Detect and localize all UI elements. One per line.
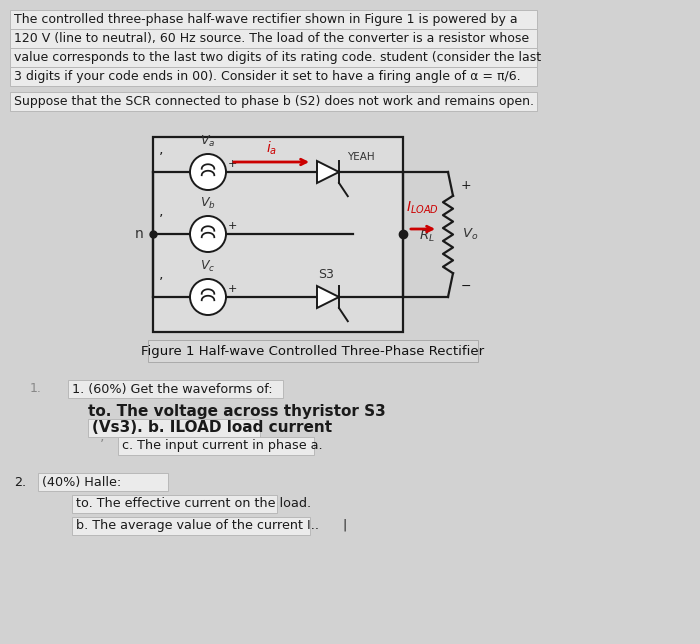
Text: The controlled three-phase half-wave rectifier shown in Figure 1 is powered by a: The controlled three-phase half-wave rec… (14, 13, 517, 26)
Text: −: − (461, 280, 472, 293)
FancyBboxPatch shape (10, 67, 537, 86)
Text: Figure 1 Half-wave Controlled Three-Phase Rectifier: Figure 1 Half-wave Controlled Three-Phas… (141, 345, 484, 357)
FancyBboxPatch shape (88, 419, 260, 437)
Polygon shape (317, 286, 339, 308)
Circle shape (190, 216, 226, 252)
Text: n: n (135, 227, 144, 241)
FancyBboxPatch shape (148, 340, 478, 362)
Text: (40%) Halle:: (40%) Halle: (42, 475, 121, 489)
Text: S3: S3 (318, 268, 334, 281)
Text: ’: ’ (100, 438, 104, 452)
Text: 120 V (line to neutral), 60 Hz source. The load of the converter is a resistor w: 120 V (line to neutral), 60 Hz source. T… (14, 32, 529, 45)
Text: $V_b$: $V_b$ (200, 196, 216, 211)
Text: 1. (60%) Get the waveforms of:: 1. (60%) Get the waveforms of: (72, 383, 272, 395)
Text: to. The effective current on the load.: to. The effective current on the load. (76, 497, 311, 509)
Text: +: + (228, 159, 237, 169)
FancyBboxPatch shape (10, 92, 537, 111)
Polygon shape (317, 161, 339, 183)
Circle shape (190, 154, 226, 190)
FancyBboxPatch shape (72, 495, 277, 513)
Text: value corresponds to the last two digits of its rating code. student (consider t: value corresponds to the last two digits… (14, 51, 541, 64)
Text: +: + (228, 221, 237, 231)
FancyBboxPatch shape (68, 380, 283, 398)
Text: +: + (461, 179, 472, 192)
Text: b. The average value of the current I..      |: b. The average value of the current I.. … (76, 518, 347, 531)
Text: $I_{LOAD}$: $I_{LOAD}$ (406, 200, 439, 216)
FancyBboxPatch shape (10, 10, 537, 29)
Text: $V_c$: $V_c$ (200, 259, 216, 274)
Text: ’: ’ (159, 213, 163, 227)
FancyBboxPatch shape (153, 137, 403, 332)
Text: 1.: 1. (30, 381, 42, 395)
FancyBboxPatch shape (72, 517, 310, 535)
Text: 2.: 2. (14, 475, 26, 489)
FancyBboxPatch shape (10, 48, 537, 67)
Text: $V_o$: $V_o$ (462, 227, 478, 242)
Text: Suppose that the SCR connected to phase b (S2) does not work and remains open.: Suppose that the SCR connected to phase … (14, 95, 534, 108)
Text: 3 digits if your code ends in 00). Consider it set to have a firing angle of α =: 3 digits if your code ends in 00). Consi… (14, 70, 521, 83)
FancyBboxPatch shape (10, 29, 537, 48)
Text: YEAH: YEAH (347, 152, 374, 162)
Text: ’: ’ (159, 276, 163, 290)
Text: $V_a$: $V_a$ (200, 134, 216, 149)
FancyBboxPatch shape (118, 437, 314, 455)
Text: (Vs3). b. ILOAD load current: (Vs3). b. ILOAD load current (92, 419, 332, 435)
FancyBboxPatch shape (38, 473, 168, 491)
Text: ’: ’ (159, 151, 163, 165)
Text: +: + (228, 284, 237, 294)
Text: c. The input current in phase a.: c. The input current in phase a. (122, 439, 323, 451)
Text: $i_a$: $i_a$ (266, 140, 277, 157)
Circle shape (190, 279, 226, 315)
Text: $R_L$: $R_L$ (419, 229, 435, 244)
Text: to. The voltage across thyristor S3: to. The voltage across thyristor S3 (88, 404, 386, 419)
